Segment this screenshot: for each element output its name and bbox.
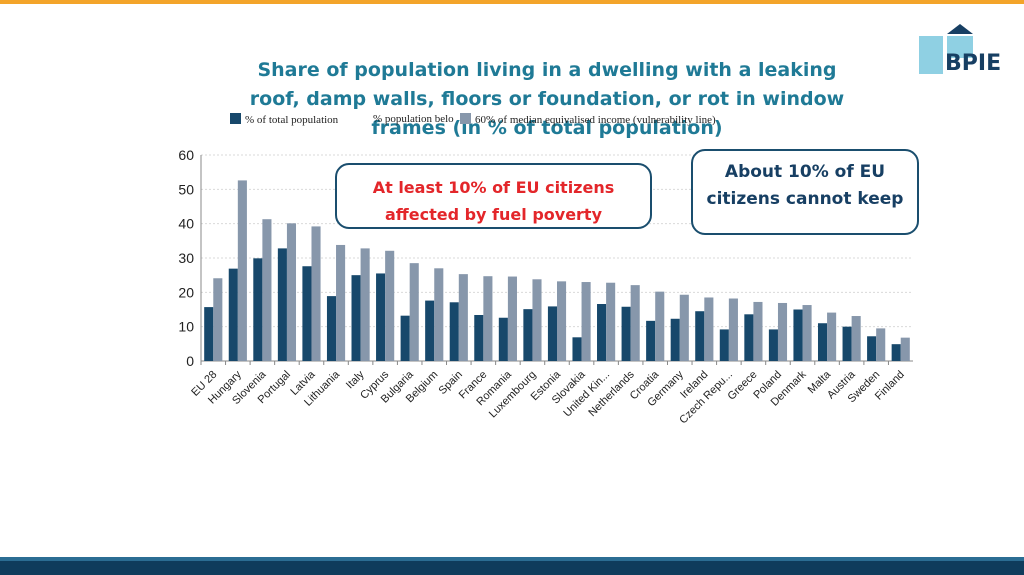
bar	[744, 314, 754, 361]
bar	[351, 275, 361, 361]
y-tick-label: 60	[178, 147, 194, 163]
legend-swatch	[230, 113, 241, 124]
bar	[572, 337, 582, 361]
bar	[851, 316, 861, 361]
bar	[204, 307, 214, 361]
bar	[630, 285, 640, 361]
legend-label: % population belo	[373, 113, 454, 125]
bar	[483, 276, 493, 361]
chart-title: Share of population living in a dwelling…	[249, 59, 845, 139]
y-tick-label: 40	[178, 216, 194, 232]
bar	[802, 305, 812, 361]
bar	[277, 248, 287, 361]
bar	[753, 301, 763, 361]
bar	[213, 278, 223, 361]
bar	[458, 274, 468, 361]
bar	[597, 304, 607, 361]
legend-item-series1: % of total population	[230, 113, 338, 126]
bar	[302, 266, 312, 361]
bar	[409, 263, 419, 361]
callout-fuel-poverty: At least 10% of EU citizens affected by …	[335, 163, 652, 229]
bar	[228, 268, 238, 361]
bar	[311, 226, 321, 361]
bar	[606, 282, 616, 361]
bar	[777, 302, 788, 361]
bar	[891, 344, 901, 361]
legend-label: 60% of median equivalised income (vulner…	[475, 114, 716, 126]
legend-swatch	[460, 113, 471, 124]
bar	[581, 282, 591, 361]
bar	[679, 294, 689, 361]
bar	[425, 300, 435, 361]
legend-label: % of total population	[245, 114, 339, 126]
bar	[900, 337, 910, 361]
bar	[474, 314, 484, 361]
bar	[728, 298, 738, 361]
bar	[523, 309, 533, 361]
bar	[867, 336, 877, 361]
bottom-accent-line	[0, 557, 1024, 561]
y-tick-label: 30	[178, 250, 194, 266]
legend-item-series2: 60% of median equivalised income (vulner…	[460, 113, 716, 126]
bar	[253, 258, 263, 361]
bar	[547, 306, 557, 361]
y-tick-label: 50	[178, 181, 194, 197]
bar	[695, 311, 705, 361]
bar	[237, 180, 247, 361]
bar	[286, 223, 297, 361]
bar	[704, 297, 714, 361]
bar	[827, 312, 837, 361]
bar	[400, 315, 410, 361]
legend-item-fragment: % population belo	[373, 113, 454, 125]
bar	[670, 318, 680, 361]
logo-text: BPIE	[945, 51, 1002, 76]
bar	[793, 309, 803, 361]
bar	[449, 302, 459, 361]
y-tick-label: 10	[178, 319, 194, 335]
bar	[655, 291, 665, 361]
bar	[507, 276, 517, 361]
bar	[434, 268, 444, 361]
bar	[557, 281, 567, 361]
bar	[385, 250, 395, 361]
bar	[768, 329, 778, 361]
bar	[646, 320, 656, 361]
bar	[719, 329, 729, 361]
bar	[376, 273, 386, 361]
bar	[262, 219, 272, 361]
bar	[621, 306, 631, 361]
bar	[876, 328, 886, 361]
bar	[532, 279, 542, 361]
top-accent-bar	[0, 0, 1024, 4]
y-tick-label: 0	[186, 353, 194, 369]
bar	[842, 326, 852, 361]
bar	[336, 244, 346, 361]
bottom-bar	[0, 561, 1024, 575]
bpie-logo-icon	[919, 24, 973, 74]
y-tick-label: 20	[178, 284, 194, 300]
bar	[360, 248, 370, 361]
bar	[326, 296, 337, 361]
bar	[498, 317, 508, 361]
bar	[817, 323, 828, 361]
callout-cannot-keep: About 10% of EU citizens cannot keep	[691, 149, 919, 235]
